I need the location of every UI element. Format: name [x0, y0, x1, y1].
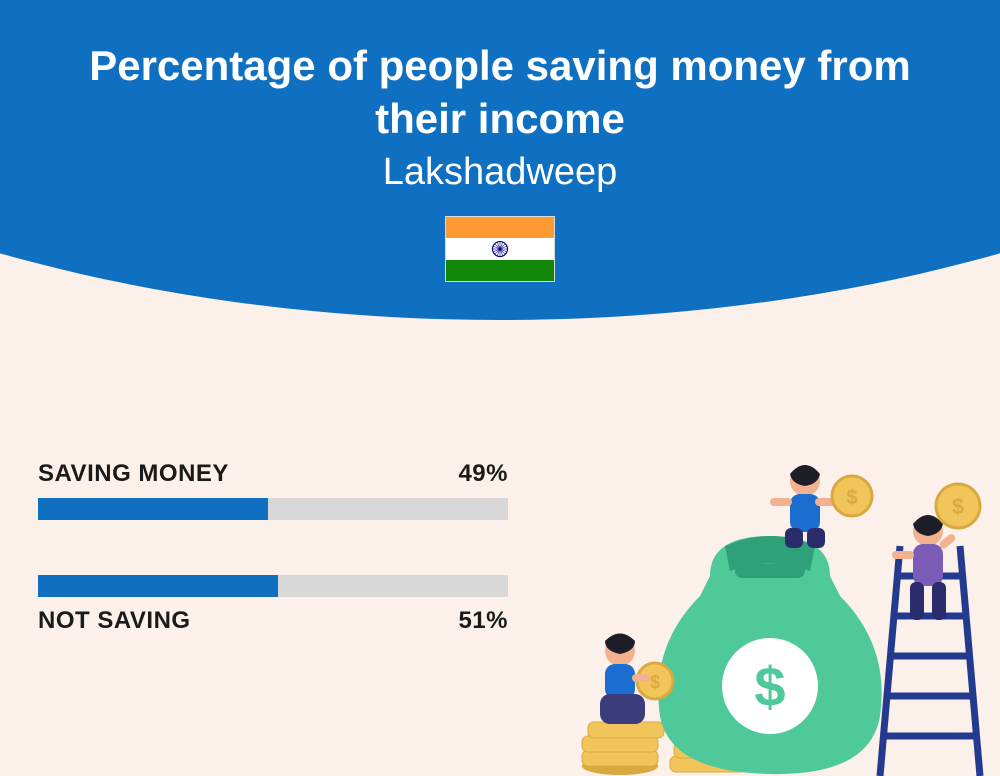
- page-subtitle: Lakshadweep: [0, 151, 1000, 194]
- money-bag-icon: $: [658, 536, 881, 774]
- bar-label-row: SAVING MONEY 49%: [38, 460, 508, 488]
- bar-chart: SAVING MONEY 49% NOT SAVING 51%: [38, 460, 508, 690]
- india-flag-icon: [445, 216, 555, 282]
- bar-label: NOT SAVING: [38, 607, 191, 635]
- svg-text:$: $: [952, 494, 964, 519]
- flag-green-stripe: [446, 260, 554, 281]
- flag-saffron-stripe: [446, 217, 554, 238]
- svg-text:$: $: [846, 487, 857, 509]
- ashoka-chakra-icon: [491, 240, 509, 258]
- person-on-bag-icon: $: [770, 465, 872, 548]
- savings-illustration: $ $ $: [560, 436, 990, 776]
- bar-saving-money: SAVING MONEY 49%: [38, 460, 508, 520]
- bar-label: SAVING MONEY: [38, 460, 229, 488]
- bar-value: 51%: [458, 607, 508, 635]
- bar-track: [38, 575, 508, 597]
- bar-value: 49%: [458, 460, 508, 488]
- svg-text:$: $: [650, 672, 660, 692]
- infographic-page: Percentage of people saving money from t…: [0, 0, 1000, 776]
- bar-not-saving: NOT SAVING 51%: [38, 575, 508, 635]
- svg-text:$: $: [754, 655, 785, 718]
- header: Percentage of people saving money from t…: [0, 40, 1000, 282]
- flag-white-stripe: [446, 238, 554, 259]
- page-title: Percentage of people saving money from t…: [0, 40, 1000, 145]
- bar-track: [38, 498, 508, 520]
- bar-fill: [38, 498, 268, 520]
- bar-fill: [38, 575, 278, 597]
- bar-label-row: NOT SAVING 51%: [38, 607, 508, 635]
